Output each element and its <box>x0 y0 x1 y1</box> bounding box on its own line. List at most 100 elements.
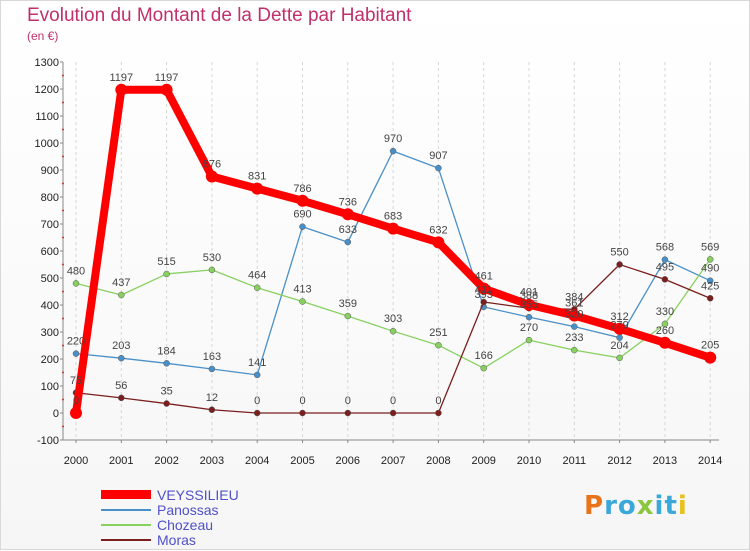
data-label: 633 <box>339 224 357 236</box>
data-label: 907 <box>429 150 447 162</box>
x-tick-label: 2012 <box>607 455 631 467</box>
y-minor-tick <box>62 182 64 185</box>
y-tick-label: -100 <box>37 435 59 447</box>
x-tick-label: 2002 <box>154 455 178 467</box>
data-label: 831 <box>248 171 266 183</box>
data-point <box>344 409 352 417</box>
data-label: 279 <box>610 320 628 332</box>
y-tick-label: 300 <box>41 327 59 339</box>
legend-label: Chozeau <box>157 516 214 533</box>
data-label: 35 <box>160 386 172 398</box>
data-labels: 220 203 184 163 141 690 633 970 907 393 355 320 279 5… <box>67 72 720 407</box>
legend-swatch <box>101 508 151 511</box>
x-tick-label: 2001 <box>109 455 133 467</box>
y-minor-tick <box>62 263 64 266</box>
y-tick-label: 900 <box>41 165 59 177</box>
data-point <box>661 276 669 283</box>
data-point <box>72 280 80 287</box>
data-point <box>299 223 306 230</box>
axes: -100010020030040050060070080090010001100… <box>35 57 723 467</box>
y-minor-tick <box>62 344 64 347</box>
y-tick-label: 1300 <box>35 57 59 69</box>
data-label: 0 <box>73 395 79 407</box>
data-point <box>299 298 306 305</box>
data-label: 1197 <box>109 72 133 84</box>
logo-letter: x <box>636 491 655 521</box>
legend-item-panossas[interactable]: Panossas <box>101 501 239 518</box>
data-point <box>658 336 671 349</box>
x-tick-label: 2004 <box>245 455 269 467</box>
data-point <box>341 208 354 221</box>
data-point <box>118 394 125 402</box>
data-point <box>253 409 261 417</box>
data-point <box>706 256 714 263</box>
data-label: 683 <box>384 211 402 223</box>
data-label: 312 <box>610 311 628 323</box>
data-label: 251 <box>429 327 447 339</box>
data-label: 205 <box>701 340 719 352</box>
y-tick-label: 100 <box>41 381 59 393</box>
y-minor-tick <box>62 425 64 428</box>
data-point <box>389 409 397 417</box>
data-label: 876 <box>203 158 221 170</box>
y-minor-tick <box>62 155 64 158</box>
chart-subtitle: (en €) <box>27 29 59 43</box>
data-point <box>253 371 261 379</box>
y-minor-tick <box>62 209 64 212</box>
data-point <box>568 309 581 322</box>
data-label: 184 <box>157 345 175 357</box>
data-point <box>523 298 535 311</box>
y-tick-label: 200 <box>41 354 59 366</box>
data-point <box>706 277 714 284</box>
data-point <box>616 261 623 268</box>
x-tick-label: 2000 <box>64 455 88 467</box>
legend-item-veyssilieu[interactable]: VEYSSILIEU <box>101 486 239 503</box>
data-point <box>118 354 125 362</box>
x-tick-label: 2013 <box>653 455 677 467</box>
data-label: 550 <box>610 247 628 259</box>
logo-letter: i <box>654 491 665 521</box>
legend-swatch <box>101 490 151 499</box>
data-point <box>389 327 397 335</box>
data-label: 569 <box>701 241 719 253</box>
legend-swatch <box>101 523 151 526</box>
y-minor-tick <box>62 101 64 104</box>
data-label: 355 <box>520 299 538 311</box>
data-point <box>571 323 578 330</box>
y-tick-label: 0 <box>53 408 59 420</box>
data-label: 203 <box>112 340 130 352</box>
proxiti-logo: Proxiti <box>584 491 688 521</box>
y-tick-label: 700 <box>41 219 59 231</box>
x-tick-label: 2006 <box>336 455 360 467</box>
series-lines <box>70 83 717 419</box>
data-label: 330 <box>656 306 674 318</box>
data-point <box>477 282 490 295</box>
y-tick-label: 400 <box>41 300 59 312</box>
data-label: 568 <box>656 242 674 254</box>
legend-label: Panossas <box>157 501 219 518</box>
data-point <box>480 298 487 306</box>
data-label: 384 <box>565 291 583 303</box>
legend-swatch <box>101 538 151 541</box>
data-point <box>344 238 352 246</box>
y-tick-label: 600 <box>41 246 59 258</box>
data-label: 56 <box>115 380 127 392</box>
legend-label: VEYSSILIEU <box>157 486 239 503</box>
legend-item-chozeau[interactable]: Chozeau <box>101 516 239 533</box>
data-label: 163 <box>203 351 221 363</box>
data-point <box>208 406 216 414</box>
legend-item-moras[interactable]: Moras <box>101 532 239 548</box>
logo-letter: r <box>604 491 618 521</box>
data-label: 495 <box>656 261 674 273</box>
data-point <box>205 170 218 183</box>
x-tick-label: 2008 <box>426 455 450 467</box>
data-label: 690 <box>293 209 311 221</box>
data-point <box>163 270 170 278</box>
logo-letter: P <box>584 491 605 521</box>
data-label: 464 <box>248 270 266 282</box>
y-minor-tick <box>62 128 64 131</box>
y-minor-tick <box>62 317 64 320</box>
data-point <box>253 284 261 291</box>
data-label: 320 <box>565 309 583 321</box>
